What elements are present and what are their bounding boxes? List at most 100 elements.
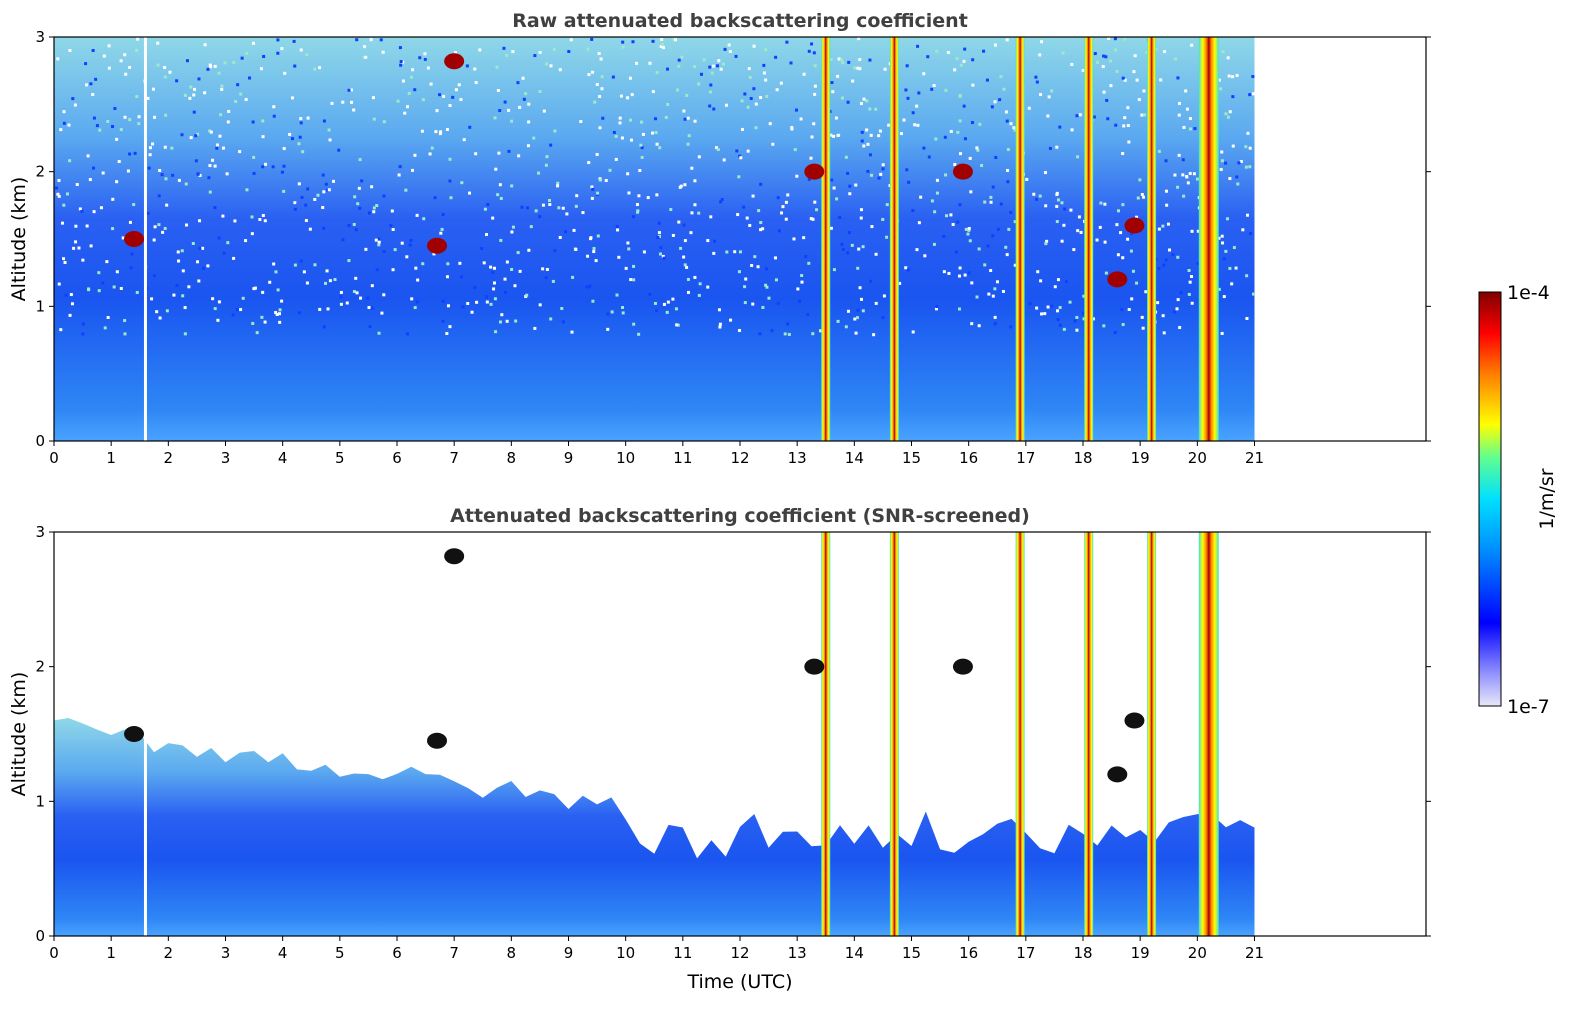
noise-pixel [1070, 62, 1074, 66]
noise-pixel [728, 49, 732, 53]
noise-pixel [164, 113, 168, 117]
noise-pixel [661, 254, 665, 258]
noise-pixel [773, 256, 777, 260]
noise-pixel [1113, 37, 1117, 41]
noise-pixel [682, 109, 686, 113]
noise-pixel [911, 330, 915, 334]
noise-pixel [664, 115, 668, 119]
noise-pixel [713, 239, 717, 243]
noise-pixel [201, 246, 205, 250]
noise-pixel [991, 185, 995, 189]
noise-pixel [330, 101, 334, 105]
noise-pixel [1035, 197, 1039, 201]
noise-pixel [1176, 185, 1180, 189]
noise-pixel [674, 38, 678, 42]
noise-pixel [883, 67, 887, 71]
noise-pixel [306, 116, 310, 120]
noise-pixel [776, 301, 780, 305]
noise-pixel [1177, 153, 1181, 157]
noise-pixel [499, 238, 503, 242]
noise-pixel [163, 145, 167, 149]
noise-pixel [183, 332, 187, 336]
noise-pixel [856, 266, 860, 270]
noise-pixel [1188, 117, 1192, 121]
noise-pixel [614, 134, 618, 138]
x-axis-label: Time (UTC) [686, 971, 792, 993]
noise-pixel [119, 287, 123, 291]
cloud-patch [427, 237, 448, 254]
noise-pixel [355, 291, 359, 295]
noise-pixel [1109, 84, 1113, 88]
noise-pixel [1245, 274, 1249, 278]
noise-pixel [745, 216, 749, 220]
x-tick-label: 19 [1131, 944, 1150, 962]
noise-pixel [1076, 155, 1080, 159]
noise-pixel [976, 148, 980, 152]
noise-pixel [548, 202, 552, 206]
noise-pixel [1228, 266, 1232, 270]
noise-pixel [382, 250, 386, 254]
noise-pixel [870, 173, 874, 177]
noise-pixel [496, 88, 500, 92]
noise-pixel [860, 130, 864, 134]
y-axis-label: Altitude (km) [8, 177, 30, 302]
noise-pixel [660, 37, 664, 41]
noise-pixel [124, 72, 128, 76]
noise-pixel [115, 137, 119, 141]
noise-pixel [841, 61, 845, 65]
cloud-column [1147, 37, 1157, 441]
noise-pixel [253, 286, 257, 290]
noise-pixel [380, 311, 384, 315]
noise-pixel [1103, 202, 1107, 206]
noise-pixel [911, 111, 915, 115]
noise-pixel [69, 293, 73, 297]
noise-pixel [657, 231, 661, 235]
noise-pixel [697, 293, 701, 297]
noise-pixel [549, 317, 553, 321]
noise-pixel [1245, 316, 1249, 320]
noise-pixel [556, 181, 560, 185]
noise-pixel [156, 41, 160, 45]
noise-pixel [364, 247, 368, 251]
noise-pixel [510, 184, 514, 188]
noise-pixel [301, 150, 305, 154]
x-tick-label: 12 [730, 449, 749, 467]
noise-pixel [1184, 89, 1188, 93]
noise-pixel [1165, 203, 1169, 207]
noise-pixel [177, 259, 181, 263]
noise-pixel [693, 119, 697, 123]
noise-pixel [1002, 87, 1006, 91]
noise-pixel [869, 279, 873, 283]
noise-pixel [213, 64, 217, 68]
noise-pixel [84, 62, 88, 66]
x-tick-label: 3 [221, 944, 231, 962]
noise-pixel [759, 228, 763, 232]
noise-pixel [92, 210, 96, 214]
x-tick-label: 21 [1245, 944, 1264, 962]
noise-pixel [198, 173, 202, 177]
noise-pixel [656, 235, 660, 239]
noise-pixel [868, 58, 872, 62]
y-tick-label: 0 [35, 432, 45, 450]
noise-pixel [495, 65, 499, 69]
noise-pixel [1244, 165, 1248, 169]
noise-pixel [957, 307, 961, 311]
noise-pixel [911, 209, 915, 213]
cloud-patch [444, 53, 465, 70]
noise-pixel [504, 290, 508, 294]
noise-pixel [302, 270, 306, 274]
noise-pixel [635, 61, 639, 65]
noise-pixel [352, 290, 356, 294]
noise-pixel [1224, 112, 1228, 116]
noise-pixel [846, 171, 850, 175]
noise-pixel [1061, 51, 1065, 55]
noise-pixel [170, 146, 174, 150]
noise-pixel [1062, 327, 1066, 331]
noise-pixel [848, 184, 852, 188]
noise-pixel [953, 162, 957, 166]
noise-pixel [414, 266, 418, 270]
noise-pixel [185, 59, 189, 63]
noise-pixel [498, 320, 502, 324]
noise-pixel [1246, 131, 1250, 135]
noise-pixel [219, 113, 223, 117]
